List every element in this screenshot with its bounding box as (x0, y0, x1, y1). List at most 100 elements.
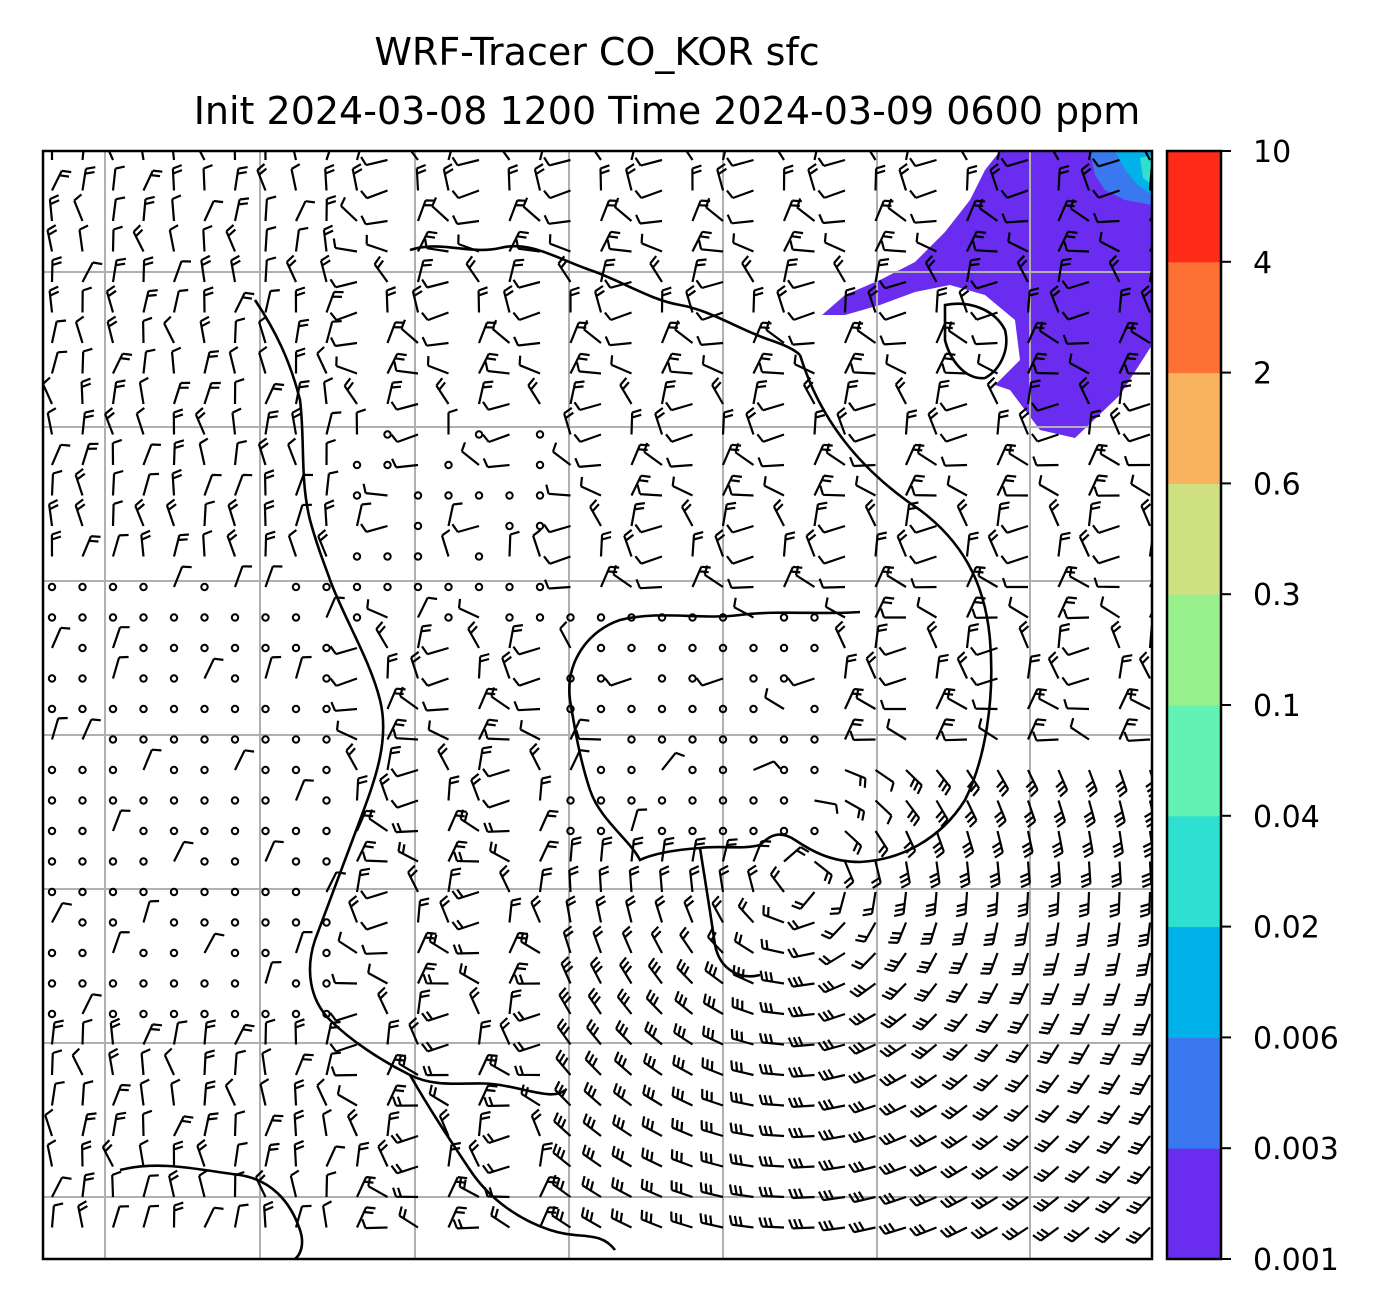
wind-barb (416, 624, 432, 649)
wind-calm-marker (779, 765, 789, 775)
coastline-peninsula (308, 579, 566, 1096)
wind-barb (584, 1050, 602, 1076)
wind-barb (1049, 285, 1061, 313)
wind-barb (880, 240, 907, 253)
wind-barb (356, 840, 377, 862)
wind-barb (782, 258, 798, 283)
wind-barb (874, 799, 893, 825)
wind-barb (791, 891, 816, 910)
wind-barb (172, 1140, 184, 1167)
wind-barb (1063, 698, 1090, 711)
wind-barb (787, 1006, 815, 1018)
wind-barb (386, 745, 401, 771)
wind-barb (970, 676, 998, 687)
wind-barb (1062, 608, 1090, 620)
wind-calm-marker (444, 491, 453, 500)
wind-barb (575, 361, 602, 375)
wind-barb (904, 409, 918, 435)
wind-barb (390, 1163, 419, 1175)
wind-barb (264, 226, 277, 252)
wind-barb (1109, 891, 1121, 918)
wind-barb (530, 1108, 542, 1137)
wind-barb (435, 377, 450, 405)
wind-barb (879, 608, 906, 619)
wind-calm-marker (779, 643, 789, 653)
wind-barb (966, 596, 986, 618)
wind-barb (699, 1213, 724, 1229)
wind-barb (996, 769, 1010, 797)
wind-barb (415, 163, 427, 191)
wind-barb (947, 321, 968, 344)
wind-barb (844, 768, 867, 788)
wind-barb (942, 1043, 968, 1062)
wind-barb (848, 1161, 876, 1174)
wind-barb (50, 1202, 64, 1228)
wind-barb (142, 899, 160, 923)
wind-barb (551, 1174, 572, 1198)
wind-calm-marker (322, 826, 331, 836)
wind-barb (776, 285, 788, 313)
wind-barb (392, 728, 419, 741)
wind-barb (111, 438, 123, 466)
wind-calm-marker (383, 552, 392, 561)
wind-calm-marker (596, 704, 606, 714)
wind-calm-marker (688, 765, 697, 775)
wind-barb (1057, 622, 1071, 649)
wind-calm-marker (261, 765, 270, 775)
wind-barb (1064, 1165, 1090, 1184)
colorbar-tick-label: 0.006 (1253, 1021, 1339, 1056)
wind-barb (1019, 861, 1031, 889)
wind-calm-marker (413, 521, 423, 531)
wind-barb (1023, 800, 1037, 828)
wind-barb (142, 1174, 159, 1198)
wind-barb (46, 224, 58, 252)
wind-barb (233, 166, 248, 191)
wind-barb (397, 841, 419, 863)
wind-calm-marker (444, 613, 453, 622)
wind-barb (910, 577, 937, 589)
wind-barb (956, 651, 968, 679)
wind-barb (868, 151, 877, 161)
wind-barb (700, 1151, 724, 1168)
wind-barb (1011, 952, 1030, 976)
wind-barb (142, 256, 154, 283)
wind-barb (477, 1084, 498, 1106)
wind-barb (628, 865, 640, 893)
wind-barb (1070, 1013, 1090, 1036)
wind-barb (1126, 1165, 1151, 1185)
wind-barb (645, 989, 663, 1015)
wind-barb (451, 189, 480, 200)
wind-calm-marker (261, 643, 270, 653)
wind-barb (1122, 433, 1151, 443)
wind-barb (377, 1139, 389, 1167)
wind-calm-marker (352, 613, 362, 622)
wind-calm-marker (291, 735, 301, 744)
wind-barb (257, 437, 269, 466)
wind-barb (290, 163, 301, 191)
wind-barb (538, 809, 559, 832)
wind-barb (879, 335, 907, 346)
wind-barb (386, 687, 406, 710)
wind-barb (939, 1195, 968, 1209)
colorbar-segment (1167, 1148, 1221, 1260)
wind-barb (704, 197, 724, 222)
wind-barb (1099, 596, 1121, 619)
wind-barb (173, 840, 194, 862)
wind-barb (101, 1139, 114, 1168)
wind-barb (1065, 1135, 1090, 1154)
wind-barb (758, 1125, 785, 1138)
wind-barb (489, 1054, 511, 1076)
wind-barb (1093, 486, 1120, 497)
wind-barb (594, 285, 605, 313)
wind-barb (44, 1108, 54, 1137)
wind-barb (1085, 769, 1098, 798)
wind-barb (1130, 321, 1151, 344)
wind-barb (746, 864, 758, 893)
wind-barb (1057, 531, 1071, 557)
wind-barb (971, 608, 998, 619)
wind-barb (817, 524, 846, 534)
wind-barb (482, 768, 510, 778)
wind-barb (970, 1226, 999, 1240)
wind-barb (407, 864, 419, 893)
wind-barb (1034, 1104, 1060, 1124)
